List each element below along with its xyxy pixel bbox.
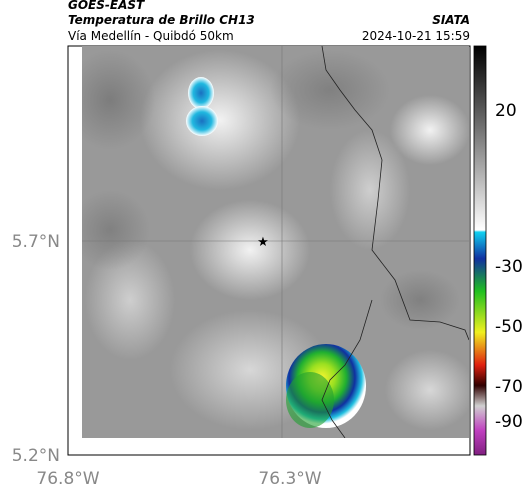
city-marker: ★ bbox=[257, 235, 269, 250]
y-tick-label: 5.7°N bbox=[12, 232, 60, 252]
colorbar bbox=[473, 45, 487, 456]
x-tick-label: 76.3°W bbox=[258, 469, 321, 489]
datetime: 2024-10-21 15:59 bbox=[362, 29, 470, 43]
colorbar-tick-label: 20 bbox=[495, 101, 517, 121]
colorbar-tick-label: -90 bbox=[495, 412, 523, 432]
title: Temperatura de Brillo CH13 bbox=[68, 13, 255, 27]
org: SIATA bbox=[432, 13, 470, 27]
source: GOES-EAST bbox=[68, 0, 145, 12]
y-tick-label: 5.2°N bbox=[12, 446, 60, 466]
x-tick-label: 76.8°W bbox=[36, 469, 99, 489]
colorbar-tick-label: -70 bbox=[495, 377, 523, 397]
subtitle: Vía Medellín - Quibdó 50km bbox=[68, 29, 234, 43]
colorbar-tick-label: -50 bbox=[495, 317, 523, 337]
satellite-image bbox=[82, 46, 469, 438]
colorbar-tick-label: -30 bbox=[495, 257, 523, 277]
